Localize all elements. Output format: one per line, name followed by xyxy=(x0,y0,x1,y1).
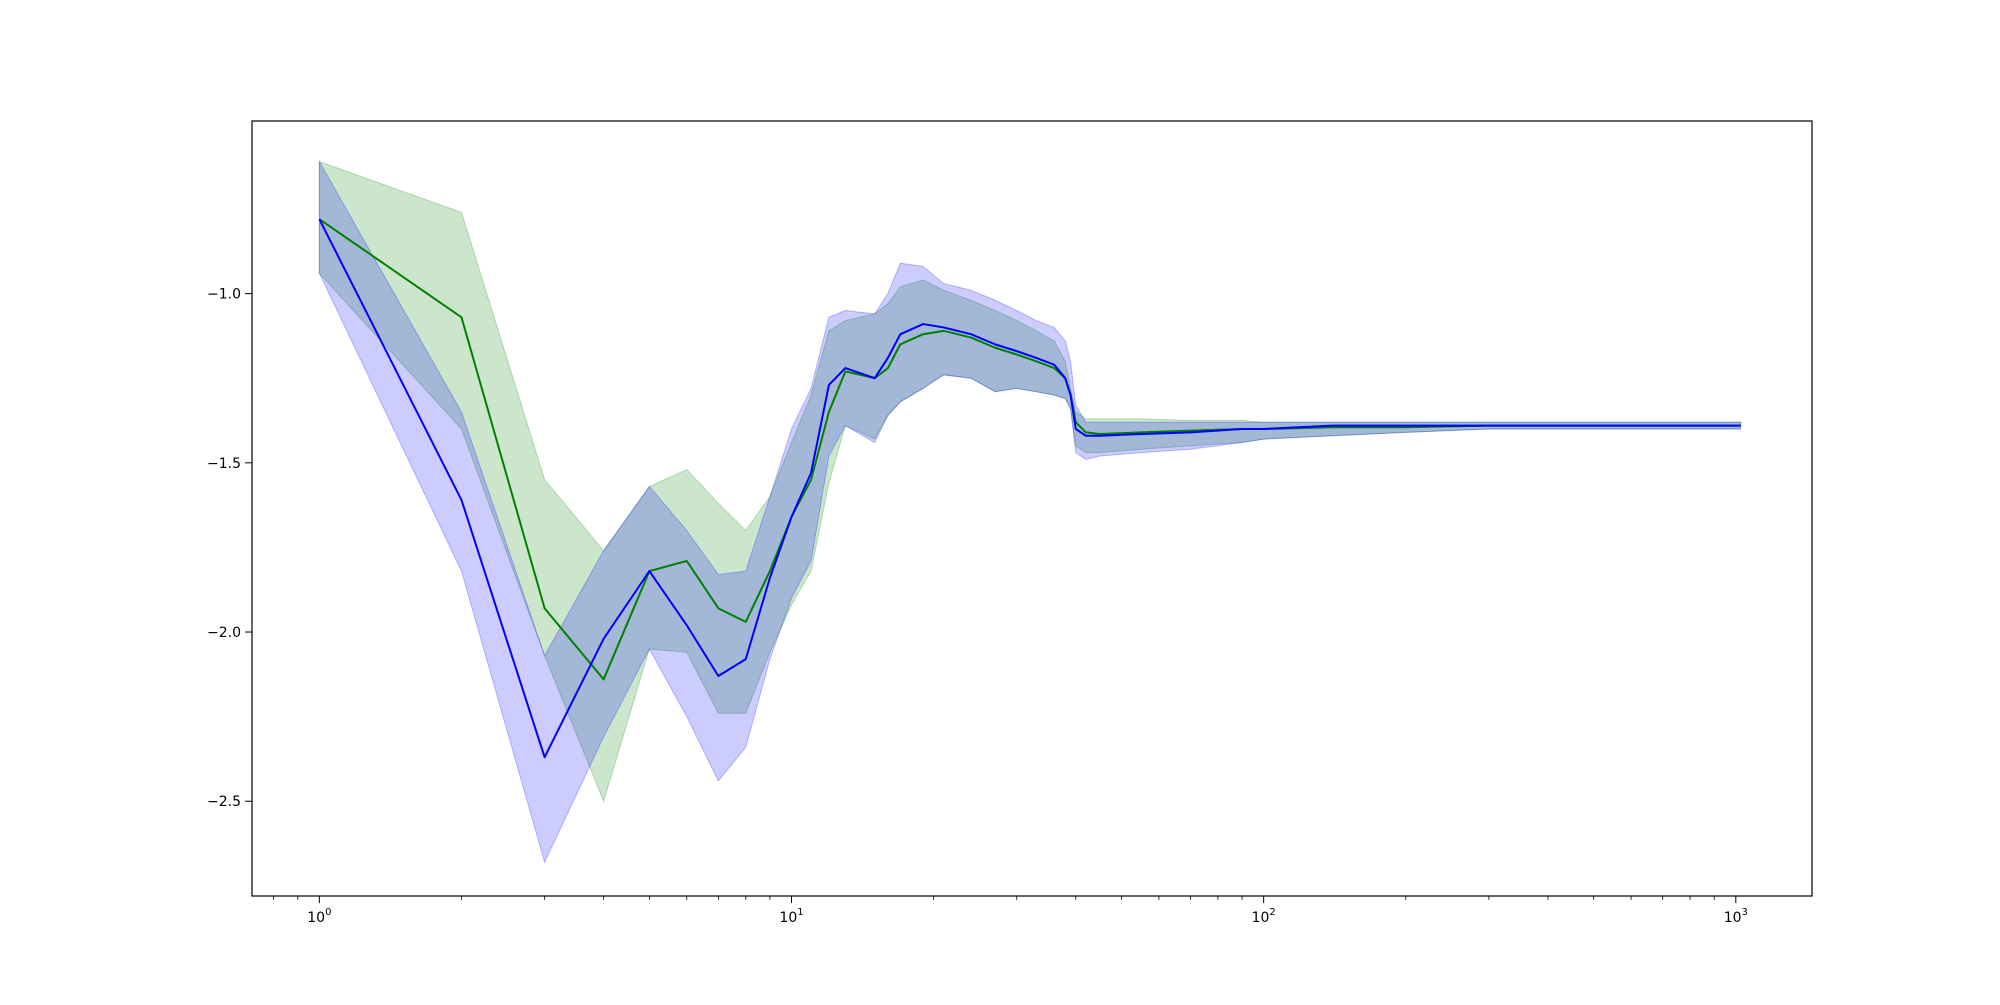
y-tick-label: −2.5 xyxy=(207,794,241,810)
y-tick-label: −1.5 xyxy=(207,456,241,472)
x-tick-label: 103 xyxy=(1724,907,1748,926)
plot-area xyxy=(318,159,1742,864)
series-1-band xyxy=(318,159,1742,864)
y-tick-label: −2.0 xyxy=(207,625,241,641)
x-tick-label: 101 xyxy=(779,907,803,926)
plot-frame xyxy=(251,120,1813,897)
y-axis: −1.0 −1.5 −2.0 −2.5 xyxy=(207,287,252,810)
series-1-line xyxy=(318,218,1741,759)
x-tick-label: 102 xyxy=(1252,907,1276,926)
y-tick-label: −1.0 xyxy=(207,287,241,303)
x-axis: 100 101 102 103 xyxy=(273,896,1748,926)
x-tick-label: 100 xyxy=(307,907,331,926)
series-0-band xyxy=(318,160,1742,803)
